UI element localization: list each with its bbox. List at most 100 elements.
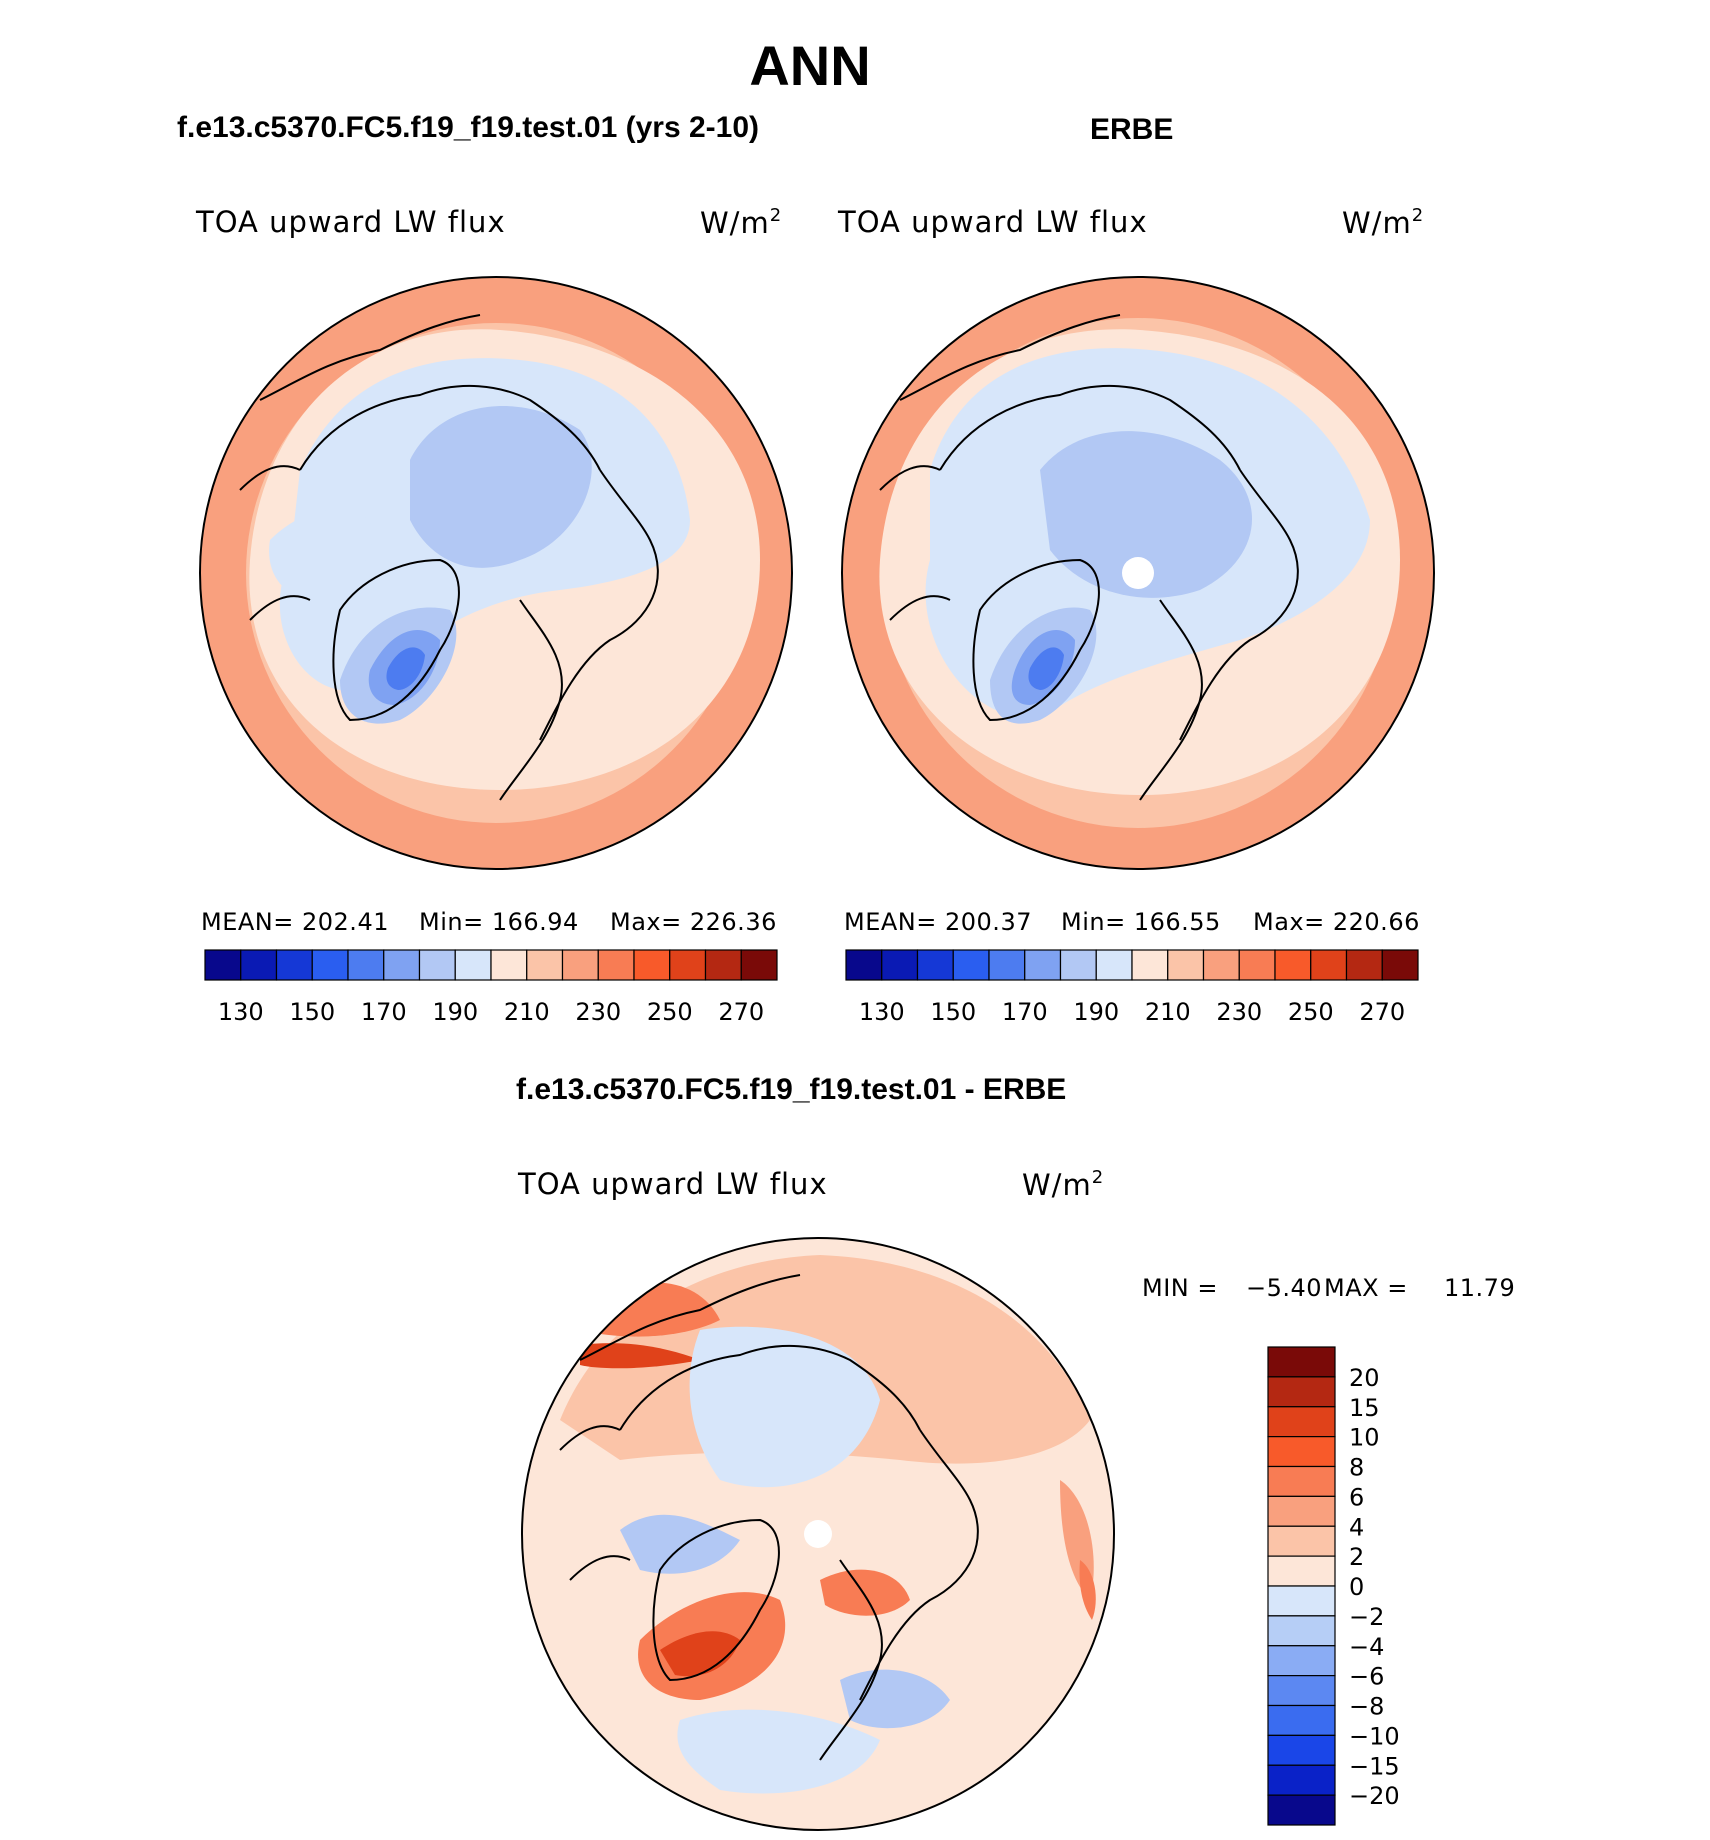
diff-variable: TOA upward LW flux: [518, 1167, 828, 1201]
panel-1-colorbar-swatch-7: [454, 949, 492, 981]
diff-colorbar-swatch-9: [1267, 1615, 1336, 1647]
panel-1-colorbar-swatch-15: [740, 949, 778, 981]
diff-colorbar-swatch-2: [1267, 1406, 1336, 1438]
panel-2-colorbar-tick-label: 250: [1288, 998, 1334, 1026]
panel-1-colorbar-swatch-2: [275, 949, 313, 981]
panel-1-colorbar-swatch-8: [490, 949, 528, 981]
panel-1-colorbar-swatch-6: [418, 949, 456, 981]
panel-2-colorbar-swatch-15: [1381, 949, 1419, 981]
panel-2-colorbar-swatch-9: [1167, 949, 1205, 981]
diff-colorbar-tick-label: 10: [1349, 1424, 1380, 1452]
panel-2-map: [842, 277, 1434, 869]
panel-1-mean: MEAN= 202.41: [201, 908, 389, 936]
diff-coastlines: [559, 1274, 979, 1761]
panel-2-colorbar-swatch-12: [1274, 949, 1312, 981]
diff-colorbar-tick-label: −8: [1349, 1693, 1384, 1721]
panel-2-colorbar-swatch-10: [1202, 949, 1240, 981]
panel-1-colorbar-swatch-4: [347, 949, 385, 981]
diff-colorbar-swatch-12: [1267, 1704, 1336, 1736]
diff-colorbar-tick-label: 2: [1349, 1543, 1364, 1571]
diff-colorbar-swatch-14: [1267, 1764, 1336, 1796]
panel-2-coastlines: [879, 314, 1299, 801]
panel-2-colorbar-swatch-3: [952, 949, 990, 981]
panel-2-colorbar-swatch-4: [988, 949, 1026, 981]
panel-2-colorbar-swatch-14: [1345, 949, 1383, 981]
panel-1-title: f.e13.c5370.FC5.f19_f19.test.01 (yrs 2-1…: [177, 111, 760, 144]
diff-map: [522, 1238, 1114, 1830]
panel-1-coastlines: [239, 314, 659, 801]
diff-colorbar-tick-label: 0: [1349, 1573, 1364, 1601]
panel-1-colorbar-tick-label: 270: [718, 998, 764, 1026]
panel-1-min: Min= 166.94: [419, 908, 579, 936]
diff-colorbar-tick-label: −20: [1349, 1782, 1400, 1810]
panel-2-colorbar-swatch-11: [1238, 949, 1276, 981]
diff-title: f.e13.c5370.FC5.f19_f19.test.01 - ERBE: [516, 1073, 1067, 1106]
panel-2-variable: TOA upward LW flux: [838, 205, 1148, 239]
diff-max-value: 11.79: [1444, 1274, 1516, 1302]
panel-2-colorbar-swatch-7: [1095, 949, 1133, 981]
diff-min: MIN =: [1142, 1274, 1218, 1302]
panel-1-max: Max= 226.36: [610, 908, 777, 936]
panel-1-boundary: [199, 276, 793, 870]
panel-2-min: Min= 166.55: [1061, 908, 1221, 936]
diff-colorbar-swatch-15: [1267, 1794, 1336, 1826]
panel-1-colorbar-swatch-0: [204, 949, 242, 981]
panel-1-colorbar-tick-label: 170: [361, 998, 407, 1026]
panel-2-colorbar-swatch-8: [1131, 949, 1169, 981]
panel-1-colorbar-swatch-10: [561, 949, 599, 981]
diff-colorbar-swatch-6: [1267, 1525, 1336, 1557]
diff-colorbar-tick-label: 4: [1349, 1513, 1364, 1541]
panel-2-colorbar-swatch-13: [1310, 949, 1348, 981]
panel-1-map: [200, 277, 792, 869]
diff-colorbar-swatch-11: [1267, 1675, 1336, 1707]
panel-1-colorbar: 130 150 170 190 210 230 250 270: [204, 949, 778, 1026]
panel-2-colorbar-swatch-5: [1024, 949, 1062, 981]
panel-1-colorbar-swatch-5: [383, 949, 421, 981]
panel-2-title: ERBE: [1090, 113, 1174, 146]
diff-max: MAX =: [1324, 1274, 1408, 1302]
diff-colorbar-swatch-7: [1267, 1555, 1336, 1587]
panel-1-colorbar-tick-label: 250: [647, 998, 693, 1026]
diff-colorbar-swatch-5: [1267, 1495, 1336, 1527]
panel-1-colorbar-tick-label: 190: [432, 998, 478, 1026]
panel-1-colorbar-swatch-3: [311, 949, 349, 981]
diff-colorbar-tick-label: −4: [1349, 1633, 1384, 1661]
panel-1-colorbar-tick-label: 230: [575, 998, 621, 1026]
panel-2-units: W/m2: [1342, 205, 1425, 240]
panel-1-colorbar-tick-label: 130: [218, 998, 264, 1026]
panel-2-colorbar-tick-label: 270: [1359, 998, 1405, 1026]
panel-2-boundary: [841, 276, 1435, 870]
panel-2-colorbar-swatch-0: [845, 949, 883, 981]
panel-1-colorbar-swatch-13: [669, 949, 707, 981]
panel-1-colorbar-tick-label: 210: [504, 998, 550, 1026]
diff-boundary: [521, 1237, 1115, 1831]
diff-colorbar-tick-label: 15: [1349, 1394, 1380, 1422]
panel-1-colorbar-swatch-9: [526, 949, 564, 981]
panel-2-colorbar: 130 150 170 190 210 230 250 270: [845, 949, 1419, 1026]
diff-colorbar-swatch-4: [1267, 1465, 1336, 1497]
panel-2-colorbar-swatch-1: [881, 949, 919, 981]
diff-colorbar-tick-label: −10: [1349, 1722, 1400, 1750]
panel-1-variable: TOA upward LW flux: [196, 205, 506, 239]
diff-colorbar-swatch-0: [1267, 1346, 1336, 1378]
panel-1-units: W/m2: [700, 205, 783, 240]
diff-min-value: −5.40: [1246, 1274, 1323, 1302]
panel-2-colorbar-tick-label: 230: [1216, 998, 1262, 1026]
panel-2-colorbar-tick-label: 130: [859, 998, 905, 1026]
panel-2-max: Max= 220.66: [1253, 908, 1420, 936]
diff-colorbar-swatch-13: [1267, 1734, 1336, 1766]
panel-2-colorbar-tick-label: 210: [1145, 998, 1191, 1026]
diff-units: W/m2: [1022, 1167, 1105, 1202]
panel-1-colorbar-swatch-14: [704, 949, 742, 981]
panel-1-colorbar-tick-label: 150: [289, 998, 335, 1026]
diff-colorbar-tick-label: −15: [1349, 1752, 1400, 1780]
main-title: ANN: [749, 34, 871, 97]
diff-colorbar-tick-label: 6: [1349, 1483, 1364, 1511]
diff-colorbar-tick-label: −6: [1349, 1663, 1384, 1691]
diff-colorbar-tick-label: 20: [1349, 1364, 1380, 1392]
panel-1-colorbar-swatch-12: [633, 949, 671, 981]
panel-2-colorbar-swatch-2: [916, 949, 954, 981]
panel-2-colorbar-swatch-6: [1059, 949, 1097, 981]
